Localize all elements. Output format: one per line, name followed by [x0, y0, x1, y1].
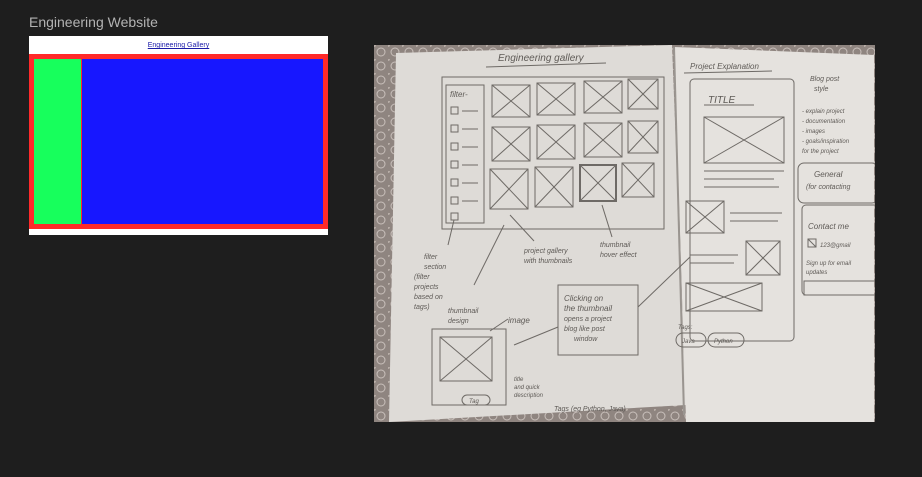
sketch-tags-note: Tags (eg Python, Java)	[554, 406, 626, 413]
sketch-gallery-note-1: project gallery	[523, 248, 568, 255]
sketch-click-note-5: window	[574, 336, 598, 343]
sketch-filter-note-4: projects	[413, 284, 439, 291]
sketch-header: Engineering gallery	[498, 53, 585, 64]
sketch-general-sub: (for contacting	[806, 184, 850, 191]
website-mockup-frame[interactable]: Engineering Gallery	[29, 36, 328, 235]
sketch-bullet-3: - images	[802, 129, 825, 135]
sketch-tag-java: Java	[681, 339, 695, 345]
sketch-filter-note-5: based on	[414, 294, 443, 301]
sketch-bullet-1: - explain project	[802, 109, 845, 115]
sketch-title-note-3: description	[514, 393, 544, 399]
sketch-contact-title: Contact me	[808, 222, 849, 231]
sketch-general-title: General	[814, 170, 843, 179]
sketch-filter-note-3: (filter	[414, 274, 430, 281]
sketch-thumb-note-2: hover effect	[600, 252, 638, 259]
mockup-main-block	[82, 59, 323, 224]
sketch-click-note-2: the thumbnail	[564, 304, 612, 313]
left-sketch	[431, 62, 691, 406]
left-page	[389, 45, 686, 422]
sketch-filter-label: filter-	[450, 90, 468, 99]
sketch-bullet-2: - documentation	[802, 119, 846, 125]
sketch-blog-note-2: style	[814, 86, 829, 93]
sketch-filter-note-6: tags)	[414, 304, 430, 311]
sketch-blog-note-1: Blog post	[810, 76, 840, 83]
sketch-click-note-3: opens a project	[564, 316, 613, 323]
sketch-bullet-4: - goals/inspiration	[802, 139, 850, 145]
notebook-sketch-photo[interactable]: Engineering gallery filter- filter secti…	[374, 45, 875, 422]
sketch-thumb-note-1: thumbnail	[600, 242, 631, 249]
sketch-right-header: Project Explanation	[690, 62, 759, 71]
right-page	[674, 47, 874, 422]
sketch-right-title: TITLE	[708, 95, 736, 106]
mockup-sidebar-block	[34, 59, 81, 224]
sketch-title-note-1: title	[514, 377, 524, 383]
sketch-tag-python: Python	[714, 339, 733, 345]
sketch-gallery-note-2: with thumbnails	[524, 258, 573, 265]
sketch-tags-label: Tags:	[678, 325, 693, 331]
sketch-filter-note-1: filter	[424, 254, 438, 261]
sketch-contact-email: 123@gmail	[820, 243, 851, 249]
sketch-thumb-design-1: thumbnail	[448, 308, 479, 315]
sketch-signup-1: Sign up for email	[806, 261, 852, 267]
sketch-signup-2: updates	[806, 270, 827, 276]
sketch-thumb-design-2: design	[448, 318, 469, 325]
sketch-click-note-1: Clicking on	[564, 294, 604, 303]
sketch-bullet-5: for the project	[802, 149, 839, 155]
sketch-tag-button: Tag	[469, 399, 479, 405]
sketch-image-label: image	[508, 316, 530, 325]
nav-link-engineering-gallery[interactable]: Engineering Gallery	[147, 42, 210, 49]
frame-title[interactable]: Engineering Website	[29, 14, 158, 30]
sketch-title-note-2: and quick	[514, 385, 541, 391]
sketch-click-note-4: blog like post	[564, 326, 606, 333]
sketch-filter-note-2: section	[424, 264, 446, 271]
right-sketch	[675, 70, 875, 348]
mockup-page-border	[29, 54, 328, 229]
